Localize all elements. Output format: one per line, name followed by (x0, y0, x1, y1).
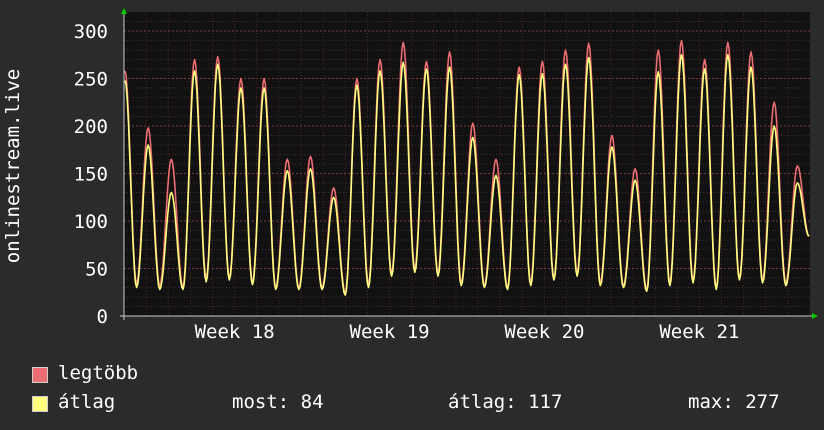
y-tick-label: 100 (74, 211, 108, 233)
y-axis-ticks: 0 50 100 150 200 250 300 (74, 21, 108, 328)
y-tick-label: 250 (74, 69, 108, 91)
legend-label-max: legtöbb (58, 362, 139, 384)
legend-row-avg: átlag most: 84 átlag: 117 max: 277 (32, 391, 812, 420)
stat-average: átlag: 117 (448, 391, 562, 413)
series-line-1 (124, 53, 810, 296)
x-axis-arrow (812, 313, 818, 319)
x-tick-label: Week 18 (195, 321, 275, 343)
x-tick-label: Week 19 (350, 321, 430, 343)
line-chart: 0 50 100 150 200 250 300 Week 18 Week 19 Week 20… (2, 8, 818, 343)
legend-label-avg: átlag (58, 391, 116, 413)
y-axis-arrow (121, 8, 127, 14)
legend-row-max: legtöbb (32, 362, 812, 391)
legend-swatch-max (32, 367, 48, 383)
x-tick-label: Week 20 (504, 321, 584, 343)
stat-maximum: max: 277 (688, 391, 780, 413)
stat-current-label: most: (232, 391, 290, 413)
y-axis-title: onlinestream.live (2, 69, 24, 263)
stat-average-value: 117 (528, 391, 563, 413)
stat-current: most: 84 (232, 391, 324, 413)
legend-swatch-avg (32, 396, 48, 412)
x-axis-ticks: Week 18 Week 19 Week 20 Week 21 (195, 321, 740, 343)
y-tick-label: 300 (74, 21, 108, 43)
y-tick-label: 200 (74, 116, 108, 138)
stat-average-label: átlag: (448, 391, 517, 413)
y-tick-label: 50 (85, 259, 108, 281)
y-tick-label: 0 (97, 306, 108, 328)
legend: legtöbb átlag most: 84 átlag: 117 max: 2… (32, 362, 812, 420)
stat-maximum-value: 277 (745, 391, 780, 413)
x-tick-label: Week 21 (659, 321, 739, 343)
stat-maximum-label: max: (688, 391, 734, 413)
series-lines (124, 39, 810, 296)
stat-current-value: 84 (300, 391, 324, 413)
y-tick-label: 150 (74, 164, 108, 186)
